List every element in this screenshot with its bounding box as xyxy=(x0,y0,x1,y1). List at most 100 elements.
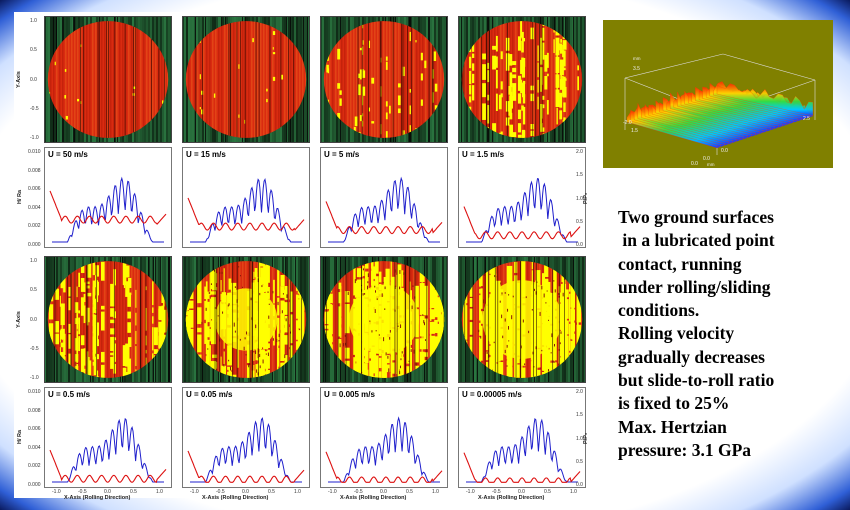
x-tick-label: 1.0 xyxy=(294,489,301,495)
film-thickness-curve xyxy=(325,201,443,235)
caption-text: Two ground surfaces in a lubricated poin… xyxy=(618,206,848,462)
pressure-film-profile xyxy=(458,387,586,488)
pressure-film-profile xyxy=(44,387,172,488)
image-y-tick: 1.0 xyxy=(30,258,37,264)
image-y-tick: 0.0 xyxy=(30,316,37,323)
x-tick-label: 0.0 xyxy=(518,489,525,495)
pressure-film-profile xyxy=(182,147,310,248)
inset-tick: 0.0 xyxy=(691,161,698,167)
velocity-label: U = 0.00005 m/s xyxy=(462,390,522,399)
image-y-tick: 1.0 xyxy=(30,18,37,24)
caption-line: gradually decreases xyxy=(618,346,765,367)
inset-tick: -2.0 xyxy=(623,120,632,126)
velocity-label: U = 1.5 m/s xyxy=(462,150,505,159)
y-axis-label: Y-Axis xyxy=(16,310,22,328)
contact-map-image xyxy=(44,256,172,383)
x-axis-label: X-Axis (Rolling Direction) xyxy=(340,495,407,501)
x-tick-label: -1.0 xyxy=(328,489,337,495)
inset-tick: 1.5 xyxy=(631,128,638,134)
image-y-tick: -1.0 xyxy=(30,375,39,381)
image-y-tick: -0.5 xyxy=(30,105,39,112)
x-tick-label: 0.5 xyxy=(130,489,137,495)
film-thickness-curve xyxy=(49,190,167,225)
contact-map-image xyxy=(182,256,310,383)
x-tick-label: -1.0 xyxy=(190,489,199,495)
h-tick-label: 0.000 xyxy=(28,482,41,488)
caption-line: but slide-to-roll ratio xyxy=(618,370,775,391)
x-tick-label: 1.0 xyxy=(570,489,577,495)
pressure-film-profile xyxy=(320,147,448,248)
film-thickness-curve xyxy=(187,450,305,483)
pressure-film-profile xyxy=(182,387,310,488)
caption-line: in a lubricated point xyxy=(618,230,775,251)
x-axis-label: X-Axis (Rolling Direction) xyxy=(478,495,545,501)
x-tick-label: 0.0 xyxy=(242,489,249,495)
caption-line: Rolling velocity xyxy=(618,323,735,344)
h-tick-label: 0.004 xyxy=(28,444,41,451)
x-tick-label: -0.5 xyxy=(492,489,501,495)
caption-line: Max. Hertzian xyxy=(618,416,727,437)
film-thickness-curve xyxy=(325,451,443,483)
caption-line: Two ground surfaces xyxy=(618,207,774,227)
x-tick-label: 0.0 xyxy=(380,489,387,495)
simulation-figure: U = 50 m/s U = 15 m/s U = 5 m/s U = 1.5 m/s… xyxy=(14,12,590,501)
image-y-tick: 0.5 xyxy=(30,287,37,294)
x-tick-label: -1.0 xyxy=(466,489,475,495)
inset-tick: 3.5 xyxy=(633,66,640,72)
p-tick-label: 0.5 xyxy=(576,458,583,465)
inset-tick: 0.0 xyxy=(721,148,728,154)
contact-map-image xyxy=(458,16,586,143)
inset-surface xyxy=(626,81,814,149)
pressure-film-profile xyxy=(44,147,172,248)
caption-line: pressure: 3.1 GPa xyxy=(618,439,752,460)
x-tick-label: 0.5 xyxy=(544,489,551,495)
h-tick-label: 0.002 xyxy=(28,223,41,230)
y-axis-label: Y-Axis xyxy=(16,70,22,88)
h-tick-label: 0.000 xyxy=(28,242,41,248)
contact-map-image xyxy=(44,16,172,143)
velocity-label: U = 50 m/s xyxy=(48,150,88,159)
x-tick-label: 1.0 xyxy=(432,489,439,495)
h-tick-label: 0.010 xyxy=(28,149,41,155)
contact-map-image xyxy=(320,16,448,143)
x-tick-label: 0.5 xyxy=(406,489,413,495)
h-tick-label: 0.002 xyxy=(28,463,41,470)
p-axis-label: P/P₀ xyxy=(583,192,589,204)
film-thickness-curve xyxy=(463,452,581,483)
caption-line: conditions. xyxy=(618,300,700,321)
x-tick-label: 1.0 xyxy=(156,489,163,495)
p-tick-label: 2.0 xyxy=(576,389,583,395)
x-tick-label: 0.5 xyxy=(268,489,275,495)
h-tick-label: 0.010 xyxy=(28,389,41,395)
x-tick-label: -0.5 xyxy=(354,489,363,495)
velocity-label: U = 5 m/s xyxy=(324,150,360,159)
caption-line: is fixed to 25% xyxy=(618,393,730,414)
x-tick-label: -1.0 xyxy=(52,489,61,495)
p-tick-label: 1.5 xyxy=(576,172,583,179)
p-tick-label: 1.5 xyxy=(576,412,583,419)
inset-tick: 0.0 xyxy=(703,156,710,162)
p-axis-label: P/P₀ xyxy=(583,432,589,444)
inset-tick: 2.5 xyxy=(803,116,810,122)
h-tick-label: 0.008 xyxy=(28,407,41,414)
film-thickness-curve xyxy=(187,197,305,231)
image-y-tick: -1.0 xyxy=(30,135,39,141)
caption-line: contact, running xyxy=(618,253,742,274)
velocity-label: U = 15 m/s xyxy=(186,150,226,159)
x-tick-label: 0.0 xyxy=(104,489,111,495)
inset-unit-label: mm xyxy=(707,162,715,167)
image-y-tick: 0.5 xyxy=(30,47,37,54)
p-tick-label: 2.0 xyxy=(576,149,583,155)
contact-map-image xyxy=(182,16,310,143)
film-thickness-curve xyxy=(463,206,581,240)
h-tick-label: 0.006 xyxy=(28,426,41,433)
p-tick-label: 0.0 xyxy=(576,242,583,248)
contact-map-image xyxy=(458,256,586,383)
p-tick-label: 0.5 xyxy=(576,218,583,225)
h-axis-label: H/ Ra xyxy=(17,429,23,444)
x-tick-label: -0.5 xyxy=(216,489,225,495)
pressure-film-profile xyxy=(320,387,448,488)
image-y-tick: -0.5 xyxy=(30,345,39,352)
h-tick-label: 0.008 xyxy=(28,167,41,174)
pressure-film-profile xyxy=(458,147,586,248)
